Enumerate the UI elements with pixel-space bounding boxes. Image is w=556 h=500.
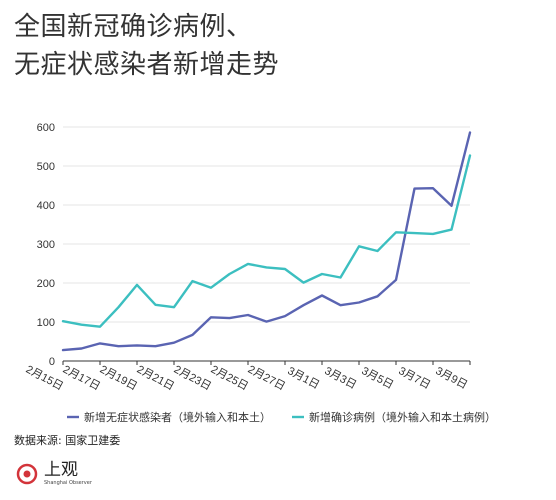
brand-logo: 上观 Shanghai Observer (16, 462, 92, 486)
y-tick-label: 400 (37, 200, 55, 212)
y-tick-label: 500 (37, 161, 55, 173)
legend-label: 新增确诊病例（境外输入和本土病例） (309, 410, 496, 424)
series-line-asymptomatic (61, 131, 472, 352)
chart-title-line1: 全国新冠确诊病例、 (14, 12, 253, 42)
y-tick-label: 200 (37, 278, 55, 290)
x-tick-label: 3月9日 (433, 365, 469, 392)
data-source: 数据来源: 国家卫建委 (14, 434, 121, 447)
logo-subtext: Shanghai Observer (44, 480, 92, 486)
x-tick-label: 3月3日 (322, 365, 358, 392)
x-tick-label: 2月21日 (135, 364, 176, 394)
chart-title-line2: 无症状感染者新增走势 (14, 50, 280, 80)
series-lines (61, 131, 472, 352)
x-tick-label: 2月15日 (24, 364, 65, 394)
logo-text: 上观 (44, 460, 78, 480)
grid-lines (63, 126, 470, 323)
x-tick-label: 2月23日 (172, 364, 213, 394)
y-tick-label: 300 (37, 239, 55, 251)
series-line-confirmed (61, 154, 472, 328)
x-tick-label: 3月7日 (396, 365, 432, 392)
legend: 新增无症状感染者（境外输入和本土） 新增确诊病例（境外输入和本土病例） (67, 410, 496, 424)
chart-title: 全国新冠确诊病例、 无症状感染者新增走势 (14, 8, 279, 84)
x-tick-label: 3月5日 (359, 365, 395, 392)
x-tick-label: 2月27日 (246, 364, 287, 394)
red-circle-logo-icon (16, 463, 38, 485)
x-tick-label: 3月1日 (285, 365, 321, 392)
y-tick-label: 0 (49, 356, 55, 368)
y-axis: 0 100 200 300 400 500 600 (37, 122, 55, 368)
y-tick-label: 100 (37, 317, 55, 329)
x-tick-label: 2月25日 (209, 364, 250, 394)
y-tick-label: 600 (37, 122, 55, 134)
x-tick-label: 2月17日 (61, 364, 102, 394)
x-tick-label: 2月19日 (98, 364, 139, 394)
legend-label: 新增无症状感染者（境外输入和本土） (84, 410, 271, 424)
